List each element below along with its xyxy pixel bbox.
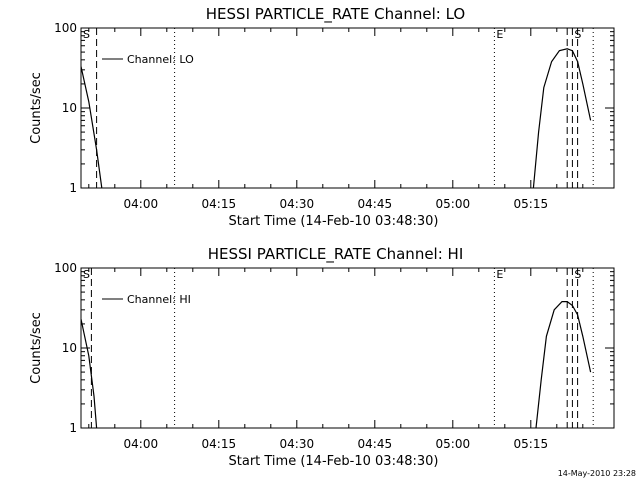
- y-tick-label: 1: [69, 421, 77, 435]
- panel-lo: HESSI PARTICLE_RATE Channel: LO Counts/se…: [29, 5, 615, 229]
- x-tick-label: 05:15: [514, 197, 549, 211]
- x-axis-label: Start Time (14-Feb-10 03:48:30): [229, 454, 439, 469]
- plot-frame: [80, 267, 615, 429]
- x-tick-label: 04:15: [202, 197, 237, 211]
- x-tick-label: 05:00: [436, 197, 471, 211]
- series-line: [81, 318, 98, 428]
- panel-hi: HESSI PARTICLE_RATE Channel: HI Counts/se…: [29, 245, 615, 469]
- series-line: [535, 301, 592, 428]
- x-axis-label: Start Time (14-Feb-10 03:48:30): [229, 214, 439, 229]
- x-tick-label: 04:30: [280, 197, 315, 211]
- series-line: [81, 66, 103, 188]
- event-marker-label: S: [83, 268, 90, 281]
- x-tick-label: 05:00: [436, 437, 471, 451]
- y-tick-label: 100: [54, 21, 77, 35]
- y-tick-label: 100: [54, 261, 77, 275]
- legend-label: Channel: HI: [127, 293, 191, 306]
- y-tick-label: 10: [62, 101, 77, 115]
- y-axis-label: Counts/sec: [29, 312, 44, 384]
- chart-title: HESSI PARTICLE_RATE Channel: HI: [208, 245, 464, 264]
- series-line: [532, 48, 592, 188]
- x-tick-label: 04:00: [124, 437, 159, 451]
- event-marker-label: S: [83, 28, 90, 41]
- date-stamp: 14-May-2010 23:28: [558, 469, 636, 478]
- event-marker-label: E: [496, 268, 503, 281]
- x-tick-label: 04:45: [358, 437, 393, 451]
- x-tick-label: 04:30: [280, 437, 315, 451]
- x-tick-label: 04:45: [358, 197, 393, 211]
- event-marker-label: E: [496, 28, 503, 41]
- y-tick-label: 1: [69, 181, 77, 195]
- y-axis-label: Counts/sec: [29, 72, 44, 144]
- chart-title: HESSI PARTICLE_RATE Channel: LO: [206, 5, 465, 24]
- x-tick-label: 04:00: [124, 197, 159, 211]
- plot-frame: [80, 27, 615, 189]
- x-tick-label: 05:15: [514, 437, 549, 451]
- x-tick-label: 04:15: [202, 437, 237, 451]
- y-tick-label: 10: [62, 341, 77, 355]
- legend-label: Channel: LO: [127, 53, 194, 66]
